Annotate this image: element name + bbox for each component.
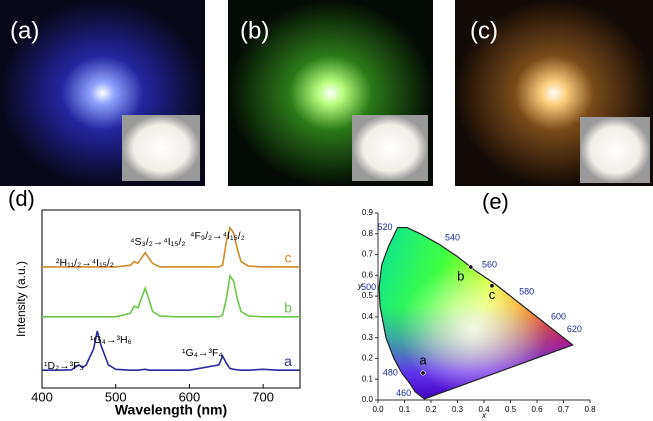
panel-label: (d) (8, 186, 35, 211)
wavelength-label: 600 (551, 311, 566, 321)
spectrum-line (42, 225, 300, 268)
chromaticity-point (489, 283, 495, 289)
x-tick-label: 0.1 (399, 405, 411, 414)
chromaticity-point (468, 264, 474, 270)
transition-label: ⁴F₉/₂→⁴I₁₅/₂ (190, 230, 245, 242)
transition-label: ¹D₂→³F₃ (44, 360, 84, 372)
x-tick-label: 0.3 (452, 405, 464, 414)
series-label: c (285, 250, 292, 266)
y-tick-label: 0.9 (362, 208, 374, 217)
y-tick-label: 0.5 (362, 291, 374, 300)
locus-outline (378, 226, 574, 400)
x-tick-label: 400 (31, 389, 53, 404)
y-tick-label: 0.1 (362, 374, 374, 383)
series-label: b (284, 300, 292, 316)
chromaticity-area (379, 227, 573, 399)
y-tick-label: 0.3 (362, 333, 374, 342)
transition-label: ⁴S₃/₂→⁴I₁₅/₂ (130, 236, 185, 248)
photo-a (0, 0, 205, 186)
y-tick-label: 0.2 (362, 354, 374, 363)
x-tick-label: 0.2 (425, 405, 437, 414)
photo-c (455, 0, 653, 186)
chromaticity-point (420, 370, 426, 376)
x-tick-label: 500 (105, 389, 127, 404)
y-axis-label: y (357, 282, 363, 291)
photo-b (228, 0, 433, 186)
wavelength-label: 580 (519, 287, 534, 297)
wavelength-label: 500 (361, 282, 376, 292)
x-axis-label: Wavelength (nm) (115, 402, 227, 418)
y-tick-label: 0.0 (362, 395, 374, 404)
transition-label: ²H₁₁/₂→⁴I₁₅/₂ (56, 257, 114, 269)
y-tick-label: 0.6 (362, 270, 374, 279)
wavelength-label: 480 (383, 367, 398, 377)
y-tick-label: 0.4 (362, 312, 374, 321)
y-tick-label: 0.7 (362, 250, 374, 259)
plot-frame (41, 209, 301, 389)
panel-label: (e) (482, 189, 509, 214)
panel-label: (b) (240, 17, 269, 44)
x-tick-label: 0.4 (478, 405, 490, 414)
point-label: a (419, 352, 427, 367)
spectrum-line (42, 330, 300, 371)
x-tick-label: 0.7 (558, 405, 570, 414)
y-axis-label: Intensity (a.u.) (14, 261, 28, 337)
x-tick-label: 0.6 (531, 405, 543, 414)
wavelength-label: 620 (567, 324, 582, 334)
point-label: b (457, 268, 464, 283)
transition-label: ¹G₄→³F₄ (182, 347, 223, 359)
wavelength-label: 520 (378, 222, 393, 232)
x-axis-label: x (481, 411, 487, 420)
x-tick-label: 0.8 (584, 405, 596, 414)
point-label: c (489, 287, 496, 302)
wavelength-label: 560 (482, 260, 497, 270)
panel-label: (c) (470, 17, 498, 44)
panel-label: (a) (10, 17, 39, 44)
wavelength-label: 460 (396, 388, 411, 398)
transition-label: ¹G₄→³H₆ (90, 334, 132, 346)
series-label: a (284, 353, 292, 369)
wavelength-label: 540 (445, 233, 460, 243)
x-tick-label: 600 (179, 389, 201, 404)
x-tick-label: 700 (252, 389, 274, 404)
x-tick-label: 0.0 (372, 405, 384, 414)
y-tick-label: 0.8 (362, 229, 374, 238)
color-fill (379, 227, 573, 399)
x-tick-label: 0.5 (505, 405, 517, 414)
spectrum-line (42, 273, 300, 318)
